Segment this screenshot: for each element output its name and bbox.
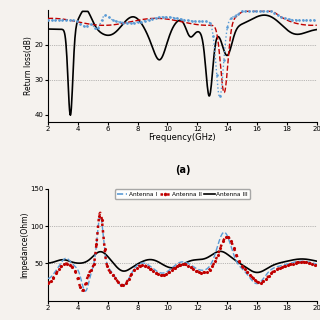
Legend: Antenna I, Antenna II, Antenna III: Antenna I, Antenna II, Antenna III <box>115 189 250 199</box>
X-axis label: Frequency(GHz): Frequency(GHz) <box>148 133 216 142</box>
Text: (a): (a) <box>175 165 190 175</box>
Y-axis label: Impedance(Ohm): Impedance(Ohm) <box>20 212 29 278</box>
Y-axis label: Return loss(dB): Return loss(dB) <box>24 36 34 95</box>
